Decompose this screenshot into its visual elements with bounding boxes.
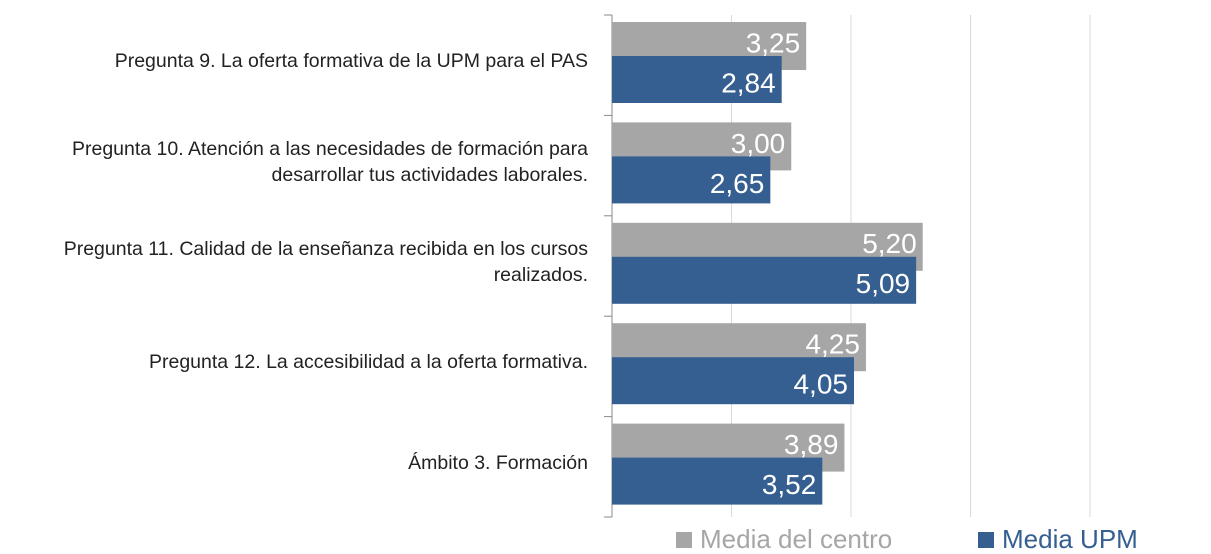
legend-swatch [676,532,692,548]
category-label: Pregunta 9. La oferta formativa de la UP… [114,50,588,73]
category-label: Pregunta 12. La accesibilidad a la ofert… [148,351,588,374]
bar [612,156,771,204]
data-label: 5,09 [856,268,911,299]
data-label: 4,05 [793,369,848,400]
legend-label: Media del centro [700,524,892,554]
data-label: 2,65 [710,168,765,199]
data-label: 2,84 [721,67,776,98]
data-label: 4,25 [805,329,860,360]
data-label: 3,52 [762,469,817,500]
bar [612,357,854,405]
data-label: 3,89 [784,429,839,460]
data-label: 5,20 [862,228,917,259]
bar [612,56,782,103]
category-label: Pregunta 11. Calidad de la enseñanza rec… [63,238,588,286]
data-label: 3,25 [746,27,801,58]
legend-label: Media UPM [1002,524,1138,554]
category-label: Ámbito 3. Formación [408,451,588,474]
bar [612,256,917,304]
category-label: Pregunta 10. Atención a las necesidades … [71,137,588,186]
bar [612,457,823,505]
data-label: 3,00 [731,128,786,159]
legend-swatch [978,532,994,548]
